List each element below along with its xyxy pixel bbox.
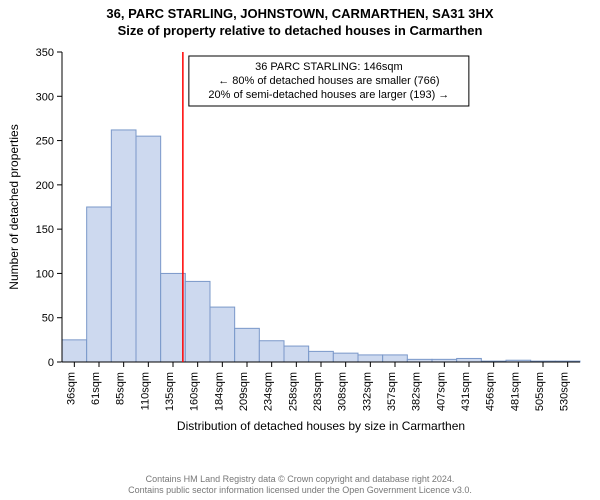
x-tick-label: 308sqm	[337, 372, 349, 411]
x-tick-label: 110sqm	[139, 372, 151, 410]
y-axis-label: Number of detached properties	[7, 124, 21, 289]
x-tick-label: 431sqm	[460, 372, 472, 411]
x-tick-label: 234sqm	[263, 372, 275, 411]
svg-text:100: 100	[36, 268, 54, 280]
x-tick-label: 407sqm	[435, 372, 447, 411]
footer-line-1: Contains HM Land Registry data © Crown c…	[0, 474, 600, 485]
x-tick-label: 283sqm	[312, 372, 324, 411]
histogram-chart: 0 50 100 150 200 250 300 350 36sqm 61sqm 85sqm 110s…	[0, 40, 600, 440]
x-tick-label: 209sqm	[238, 372, 250, 411]
x-tick-label: 530sqm	[559, 372, 571, 411]
x-tick-label: 85sqm	[115, 372, 127, 405]
histogram-bar	[358, 355, 383, 362]
svg-text:250: 250	[36, 136, 54, 148]
svg-text:200: 200	[36, 180, 54, 192]
x-tick-label: 456sqm	[485, 372, 497, 411]
annotation-line: 36 PARC STARLING: 146sqm	[255, 61, 403, 73]
x-tick-label: 505sqm	[534, 372, 546, 411]
x-axis-label: Distribution of detached houses by size …	[177, 419, 465, 433]
x-tick-label: 357sqm	[386, 372, 398, 411]
svg-text:150: 150	[36, 224, 54, 236]
footer-attribution: Contains HM Land Registry data © Crown c…	[0, 474, 600, 497]
histogram-bar	[235, 328, 260, 362]
histogram-bar	[457, 358, 482, 362]
x-tick-label: 61sqm	[90, 372, 102, 405]
x-tick-label: 135sqm	[164, 372, 176, 411]
histogram-bar	[62, 340, 87, 362]
histogram-bar	[111, 130, 136, 362]
svg-text:350: 350	[36, 47, 54, 59]
svg-text:0: 0	[48, 357, 54, 369]
svg-text:300: 300	[36, 91, 54, 103]
annotation-line: 20% of semi-detached houses are larger (…	[208, 89, 449, 101]
x-tick-label: 36sqm	[65, 372, 77, 405]
annotation-line: ← 80% of detached houses are smaller (76…	[218, 75, 439, 87]
x-tick-label: 258sqm	[287, 372, 299, 411]
svg-text:50: 50	[42, 313, 54, 325]
histogram-bar	[210, 307, 235, 362]
histogram-bar	[185, 281, 210, 362]
x-tick-label: 382sqm	[411, 372, 423, 411]
footer-line-2: Contains public sector information licen…	[0, 485, 600, 496]
histogram-bar	[383, 355, 408, 362]
chart-title: Size of property relative to detached ho…	[0, 21, 600, 40]
histogram-bar	[333, 353, 358, 362]
chart-svg: 0 50 100 150 200 250 300 350 36sqm 61sqm 85sqm 110s…	[0, 40, 600, 440]
histogram-bar	[161, 273, 186, 362]
address-line: 36, PARC STARLING, JOHNSTOWN, CARMARTHEN…	[0, 0, 600, 21]
x-tick-label: 184sqm	[213, 372, 225, 411]
x-tick-label: 332sqm	[361, 372, 373, 411]
histogram-bar	[136, 136, 161, 362]
x-tick-label: 160sqm	[189, 372, 201, 411]
histogram-bar	[284, 346, 309, 362]
histogram-bar	[309, 351, 334, 362]
histogram-bar	[259, 341, 284, 362]
x-tick-label: 481sqm	[509, 372, 521, 411]
histogram-bar	[87, 207, 112, 362]
